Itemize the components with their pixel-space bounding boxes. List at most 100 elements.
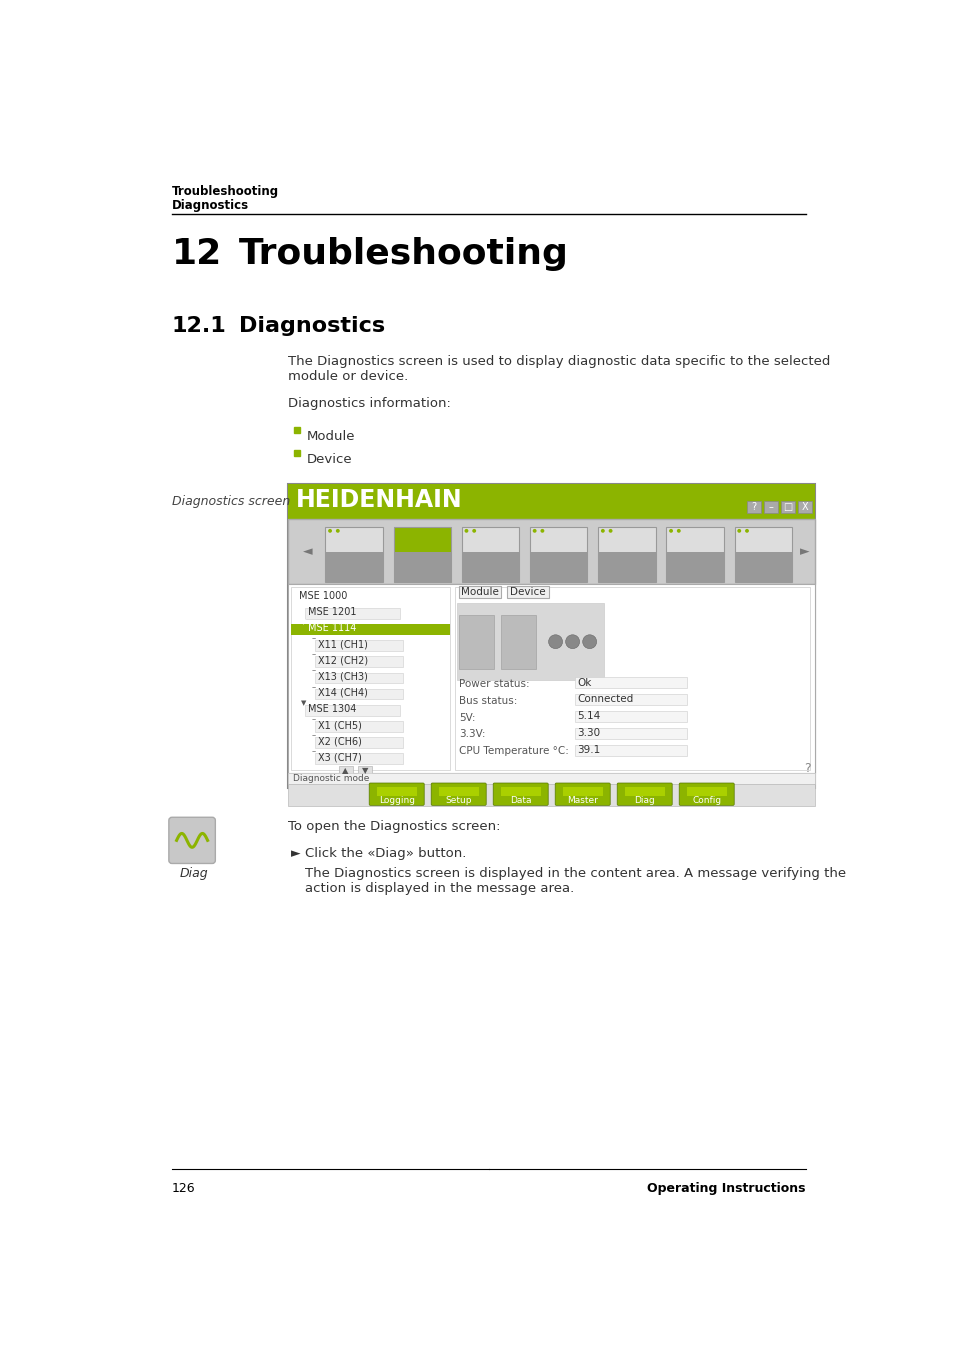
Text: X13 (CH3): X13 (CH3) [317,672,367,682]
Text: Module: Module [460,587,498,597]
Bar [291,624,450,634]
Text: 3.30: 3.30 [577,729,599,738]
Text: 5V:: 5V: [458,713,475,722]
Text: Diagnostics screen: Diagnostics screen [172,494,290,508]
Bar [325,526,382,582]
Text: Device: Device [307,454,352,466]
Text: X: X [801,502,807,512]
Bar [598,552,655,582]
Text: Diag: Diag [634,796,655,805]
Text: ►: ► [799,545,808,558]
Text: Data: Data [510,796,531,805]
Text: 126: 126 [172,1183,195,1195]
Text: MSE 1000: MSE 1000 [298,591,347,601]
Bar [798,501,811,513]
Text: –: – [311,748,315,756]
Bar [734,526,791,582]
Bar [305,608,399,618]
Bar [294,427,299,433]
Text: Master: Master [567,796,598,805]
Circle shape [744,529,748,533]
Bar [314,656,402,667]
Bar [288,483,815,520]
Bar [530,552,587,582]
Circle shape [464,529,468,533]
Text: X1 (CH5): X1 (CH5) [317,721,361,730]
Text: X14 (CH4): X14 (CH4) [317,688,367,698]
Text: Connected: Connected [577,694,633,705]
Circle shape [608,529,612,533]
Text: MSE 1201: MSE 1201 [308,608,356,617]
Bar [394,552,451,582]
Text: ►: ► [291,848,300,860]
Bar [438,787,478,796]
Text: Click the «Diag» button.: Click the «Diag» button. [305,848,466,860]
Text: The Diagnostics screen is displayed in the content area. A message verifying the: The Diagnostics screen is displayed in t… [305,867,845,895]
Text: MSE 1114: MSE 1114 [308,624,356,633]
Text: The Diagnostics screen is used to display diagnostic data specific to the select: The Diagnostics screen is used to displa… [288,355,830,382]
Text: –: – [311,634,315,643]
Circle shape [565,634,579,648]
Text: Operating Instructions: Operating Instructions [647,1183,805,1195]
Bar [325,552,382,582]
Text: 39.1: 39.1 [577,745,599,755]
Bar [506,586,549,598]
Text: Module: Module [307,429,355,443]
Text: Diagnostics information:: Diagnostics information: [288,397,451,410]
FancyBboxPatch shape [431,783,486,806]
Bar [575,711,686,722]
Bar [288,520,815,585]
Bar [458,586,500,598]
Text: Diagnostic mode: Diagnostic mode [293,774,369,783]
Bar [530,526,587,582]
FancyBboxPatch shape [679,783,734,806]
Bar [562,787,602,796]
Bar [461,526,518,582]
Circle shape [395,529,399,533]
Bar [357,765,372,775]
Bar [314,672,402,683]
Text: Ok: Ok [577,678,591,687]
Bar [288,585,815,772]
Text: X2 (CH6): X2 (CH6) [317,736,361,747]
Text: □: □ [782,502,792,512]
Text: CPU Temperature °C:: CPU Temperature °C: [458,747,568,756]
Text: ?: ? [751,502,756,512]
Text: Bus status:: Bus status: [458,695,517,706]
Text: 12: 12 [172,238,222,271]
Text: 3.3V:: 3.3V: [458,729,485,740]
Bar [686,787,726,796]
Text: ◄: ◄ [302,545,312,558]
Text: HEIDENHAIN: HEIDENHAIN [295,489,462,513]
Text: ▼: ▼ [300,701,306,706]
Circle shape [335,529,339,533]
FancyBboxPatch shape [555,783,610,806]
Bar [456,603,604,680]
Text: 12.1: 12.1 [172,316,227,336]
Bar [598,526,655,582]
Text: Diagnostics: Diagnostics [172,198,249,212]
Bar [314,688,402,699]
Text: 5.14: 5.14 [577,711,599,721]
Text: ▼: ▼ [300,620,306,625]
Bar [575,728,686,738]
FancyBboxPatch shape [169,817,215,864]
Bar [666,552,723,582]
Text: X3 (CH7): X3 (CH7) [317,752,361,763]
Bar [288,784,815,806]
Text: –: – [311,683,315,691]
Bar [575,678,686,688]
Text: –: – [311,667,315,675]
Bar [763,501,778,513]
Bar [575,694,686,705]
Bar [734,552,791,582]
Circle shape [532,529,536,533]
Circle shape [472,529,476,533]
Bar [314,753,402,764]
Circle shape [540,529,544,533]
Text: –: – [311,651,315,659]
Bar [305,705,399,716]
Text: Setup: Setup [445,796,472,805]
Bar [455,587,809,771]
Text: Power status:: Power status: [458,679,529,688]
